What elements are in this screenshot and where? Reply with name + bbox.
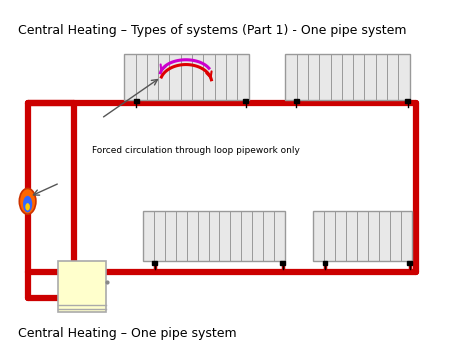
Bar: [407, 261, 412, 265]
Ellipse shape: [25, 203, 30, 211]
Bar: [143, 211, 285, 261]
Ellipse shape: [19, 189, 36, 214]
Bar: [285, 54, 410, 100]
Text: Forced circulation through loop pipework only: Forced circulation through loop pipework…: [92, 146, 300, 155]
Bar: [58, 261, 106, 312]
Text: Central Heating – Types of systems (Part 1) - One pipe system: Central Heating – Types of systems (Part…: [18, 24, 407, 37]
Bar: [280, 261, 285, 265]
Bar: [313, 211, 412, 261]
Bar: [124, 54, 248, 100]
Bar: [294, 99, 299, 103]
Bar: [323, 261, 327, 265]
Bar: [134, 99, 138, 103]
Ellipse shape: [23, 196, 32, 212]
Bar: [152, 261, 157, 265]
Bar: [244, 99, 248, 103]
Bar: [405, 99, 410, 103]
Text: Central Heating – One pipe system: Central Heating – One pipe system: [18, 327, 237, 340]
